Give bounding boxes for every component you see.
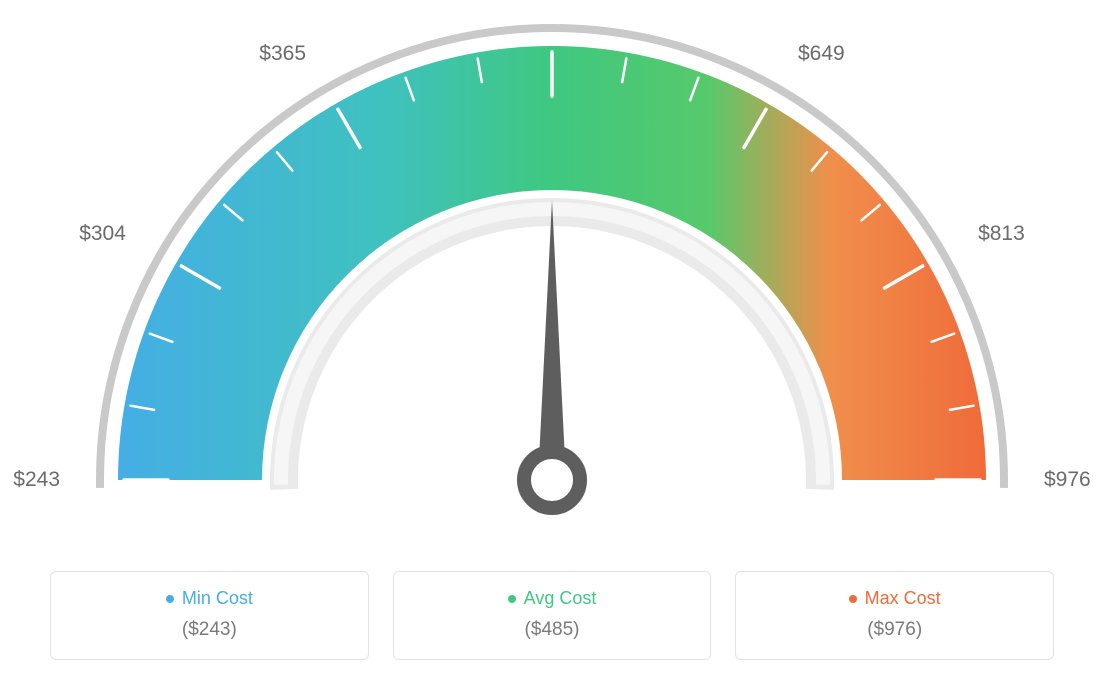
legend-label-max: Max Cost: [865, 588, 941, 609]
gauge-tick-label: $243: [13, 468, 60, 492]
legend-title-max: Max Cost: [849, 588, 941, 609]
gauge-tick-label: $976: [1044, 468, 1091, 492]
legend-card-min: Min Cost ($243): [50, 571, 369, 660]
gauge-svg: [0, 0, 1104, 560]
legend-card-max: Max Cost ($976): [735, 571, 1054, 660]
legend-row: Min Cost ($243) Avg Cost ($485) Max Cost…: [50, 571, 1054, 660]
legend-dot-avg: [508, 595, 516, 603]
legend-label-min: Min Cost: [182, 588, 253, 609]
gauge-tick-label: $304: [79, 222, 126, 246]
gauge-tick-label: $649: [798, 42, 845, 66]
legend-label-avg: Avg Cost: [524, 588, 597, 609]
legend-dot-min: [166, 595, 174, 603]
legend-value-min: ($243): [71, 619, 348, 641]
legend-dot-max: [849, 595, 857, 603]
legend-card-avg: Avg Cost ($485): [393, 571, 712, 660]
legend-value-max: ($976): [756, 619, 1033, 641]
cost-gauge-chart: $243$304$365$485$649$813$976: [0, 0, 1104, 560]
gauge-tick-label: $365: [259, 42, 306, 66]
legend-title-avg: Avg Cost: [508, 588, 597, 609]
gauge-tick-label: $813: [978, 222, 1025, 246]
legend-title-min: Min Cost: [166, 588, 253, 609]
legend-value-avg: ($485): [414, 619, 691, 641]
